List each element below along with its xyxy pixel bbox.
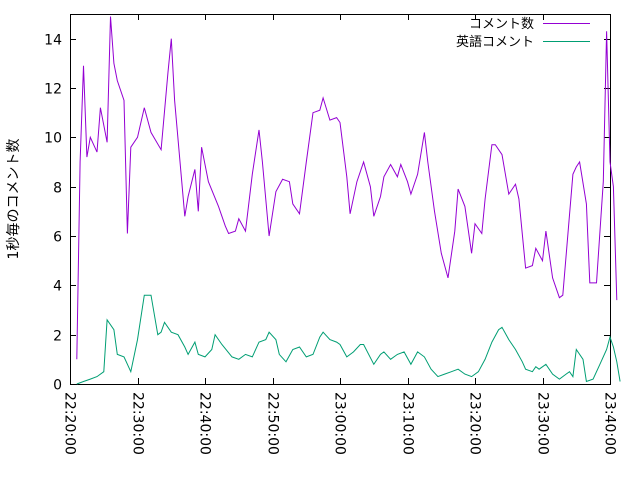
series-line-0 (76, 16, 618, 360)
x-tick-label: 22:50:00 (265, 392, 281, 455)
x-tick-label: 23:00:00 (332, 392, 348, 455)
y-tick-label: 14 (44, 33, 62, 49)
legend-label-0: コメント数 (469, 17, 534, 32)
y-axis-title: 1秒毎のコメント数 (6, 139, 22, 260)
y-tick-label: 6 (53, 230, 62, 246)
y-axis: 0 2 4 6 8 10 12 14 (44, 33, 610, 394)
x-tick-label: 22:40:00 (197, 392, 213, 455)
series-lines (76, 16, 621, 385)
y-tick-label: 10 (44, 131, 62, 147)
x-tick-label: 23:20:00 (467, 392, 483, 455)
x-tick-label: 22:30:00 (130, 392, 146, 455)
y-tick-label: 4 (53, 279, 62, 295)
y-tick-label: 8 (53, 181, 62, 197)
y-tick-label: 0 (53, 378, 62, 394)
x-axis: 22:20:00 22:30:00 22:40:00 22:50:00 23:00:00… (62, 14, 618, 455)
legend-label-1: 英語コメント (456, 34, 534, 50)
x-tick-label: 23:40:00 (602, 392, 618, 455)
plot-area-border (70, 14, 611, 385)
series-line-1 (76, 294, 621, 385)
x-tick-label: 22:20:00 (62, 392, 78, 455)
x-tick-label: 23:10:00 (400, 392, 416, 455)
y-tick-label: 2 (53, 329, 62, 345)
y-tick-label: 12 (44, 82, 62, 98)
x-tick-label: 23:30:00 (535, 392, 551, 455)
